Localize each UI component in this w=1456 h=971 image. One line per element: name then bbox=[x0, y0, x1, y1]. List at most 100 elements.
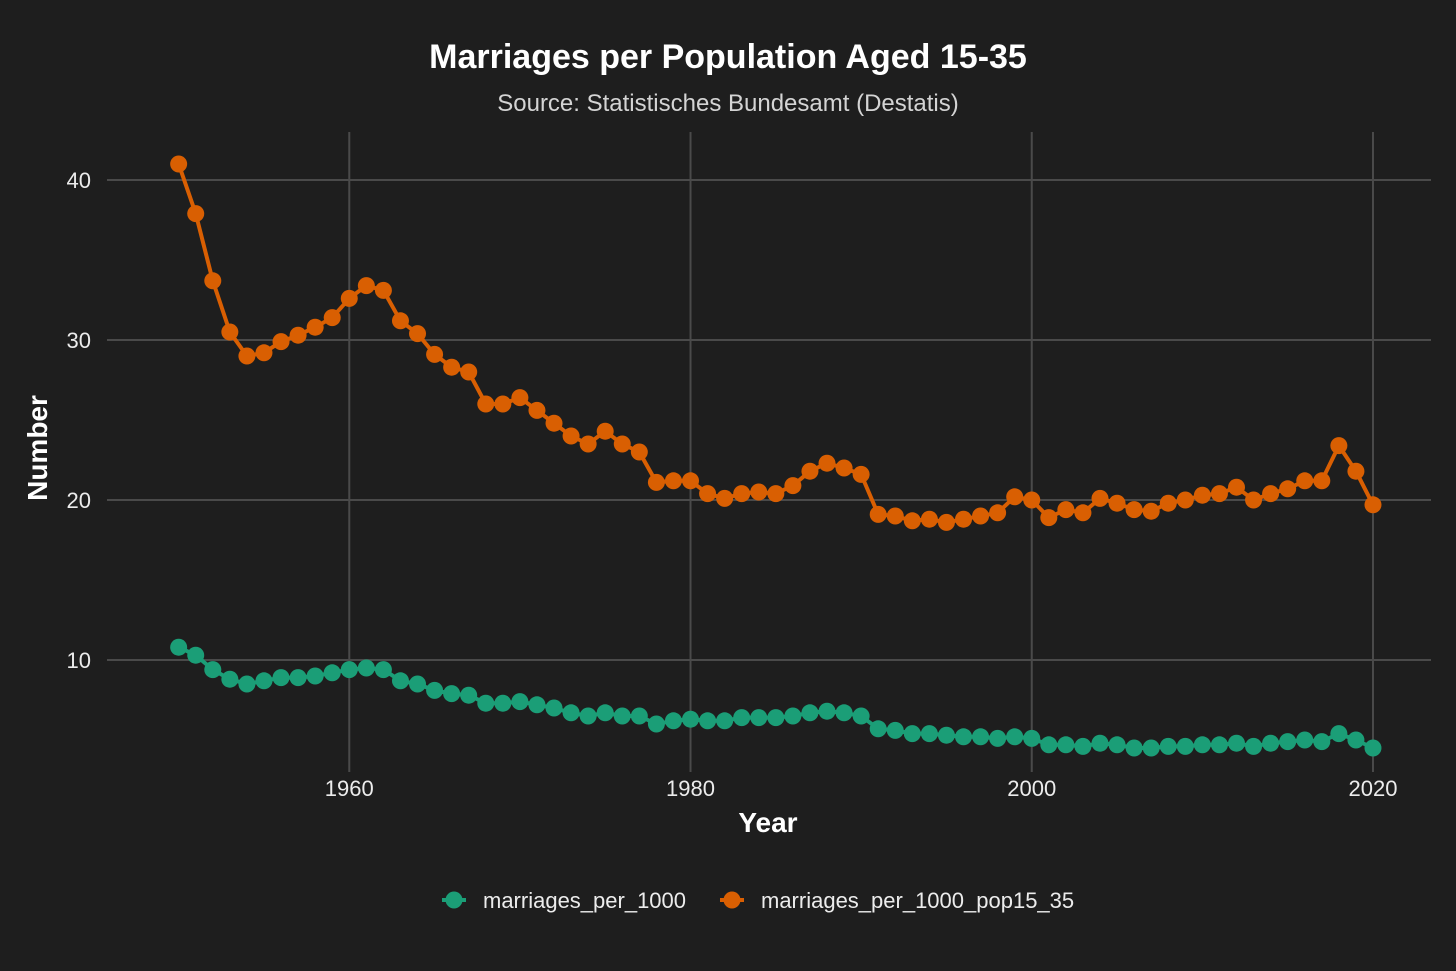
legend-label: marriages_per_1000_pop15_35 bbox=[761, 888, 1074, 913]
data-point bbox=[1159, 494, 1177, 512]
data-point bbox=[1313, 733, 1331, 751]
data-point bbox=[1125, 501, 1143, 519]
data-point bbox=[903, 512, 921, 530]
data-point bbox=[1006, 488, 1024, 506]
data-point bbox=[1142, 502, 1160, 520]
data-point bbox=[1313, 472, 1331, 490]
data-point bbox=[716, 712, 734, 730]
data-point bbox=[238, 675, 256, 693]
data-point bbox=[494, 395, 512, 413]
y-tick-label: 20 bbox=[67, 488, 91, 513]
data-point bbox=[972, 728, 990, 746]
data-point bbox=[767, 485, 785, 503]
data-point bbox=[477, 395, 495, 413]
data-point bbox=[869, 720, 887, 738]
data-point bbox=[1210, 736, 1228, 754]
series-marriages_per_1000_pop15_35 bbox=[170, 155, 1382, 531]
data-point bbox=[1040, 509, 1058, 527]
data-point bbox=[1296, 472, 1314, 490]
data-point bbox=[374, 661, 392, 679]
data-point bbox=[1364, 496, 1382, 514]
y-tick-label: 30 bbox=[67, 328, 91, 353]
data-point bbox=[733, 485, 751, 503]
data-point bbox=[733, 709, 751, 727]
y-axis-title: Number bbox=[22, 395, 53, 501]
data-point bbox=[204, 272, 222, 290]
data-point bbox=[579, 707, 597, 725]
data-point bbox=[920, 725, 938, 743]
data-point bbox=[1245, 491, 1263, 509]
data-point bbox=[664, 472, 682, 490]
data-point bbox=[221, 323, 239, 341]
legend-label: marriages_per_1000 bbox=[483, 888, 686, 913]
data-point bbox=[545, 414, 563, 432]
data-point bbox=[426, 681, 444, 699]
data-point bbox=[494, 694, 512, 712]
chart-subtitle: Source: Statistisches Bundesamt (Destati… bbox=[497, 90, 959, 117]
data-point bbox=[170, 638, 188, 656]
data-point bbox=[903, 725, 921, 743]
data-point bbox=[1091, 734, 1109, 752]
data-point bbox=[886, 721, 904, 739]
data-point bbox=[682, 472, 700, 490]
data-point bbox=[409, 325, 427, 343]
data-point bbox=[357, 277, 375, 295]
series-marriages_per_1000 bbox=[170, 638, 1382, 757]
data-point bbox=[323, 309, 341, 327]
data-point bbox=[664, 712, 682, 730]
legend-item: marriages_per_1000_pop15_35 bbox=[720, 888, 1074, 913]
data-point bbox=[784, 477, 802, 495]
axes: 10 20 30 40 1960 1980 2000 2020 bbox=[67, 168, 1398, 801]
data-point bbox=[1193, 736, 1211, 754]
data-point bbox=[1364, 739, 1382, 757]
data-point bbox=[1125, 739, 1143, 757]
data-point bbox=[699, 485, 717, 503]
data-point bbox=[647, 473, 665, 491]
data-point bbox=[835, 459, 853, 477]
data-point bbox=[1057, 736, 1075, 754]
data-point bbox=[391, 672, 409, 690]
data-point bbox=[1193, 486, 1211, 504]
data-point bbox=[682, 710, 700, 728]
data-point bbox=[204, 661, 222, 679]
y-tick-label: 10 bbox=[67, 648, 91, 673]
data-point bbox=[1040, 736, 1058, 754]
data-point bbox=[852, 707, 870, 725]
data-point bbox=[613, 435, 631, 453]
legend-key-point bbox=[723, 891, 741, 909]
data-point bbox=[409, 675, 427, 693]
x-tick-label: 2020 bbox=[1349, 776, 1398, 801]
data-point bbox=[374, 281, 392, 299]
x-tick-label: 2000 bbox=[1007, 776, 1056, 801]
data-point bbox=[937, 513, 955, 531]
data-point bbox=[835, 704, 853, 722]
data-point bbox=[869, 505, 887, 523]
data-point bbox=[1108, 494, 1126, 512]
data-point bbox=[1091, 489, 1109, 507]
x-tick-label: 1980 bbox=[666, 776, 715, 801]
data-point bbox=[818, 454, 836, 472]
data-point bbox=[460, 686, 478, 704]
data-point bbox=[784, 707, 802, 725]
data-point bbox=[511, 693, 529, 711]
data-point bbox=[255, 344, 273, 362]
data-point bbox=[579, 435, 597, 453]
data-point bbox=[255, 672, 273, 690]
data-point bbox=[1245, 737, 1263, 755]
data-point bbox=[562, 704, 580, 722]
data-point bbox=[340, 661, 358, 679]
data-point bbox=[1074, 737, 1092, 755]
data-point bbox=[289, 669, 307, 687]
data-point bbox=[989, 504, 1007, 522]
data-point bbox=[613, 707, 631, 725]
data-point bbox=[340, 289, 358, 307]
data-point bbox=[716, 489, 734, 507]
data-point bbox=[750, 709, 768, 727]
data-point bbox=[306, 318, 324, 336]
data-point bbox=[170, 155, 188, 173]
data-point bbox=[1210, 485, 1228, 503]
chart-title: Marriages per Population Aged 15-35 bbox=[429, 38, 1027, 76]
data-point bbox=[1023, 491, 1041, 509]
data-point bbox=[221, 670, 239, 688]
